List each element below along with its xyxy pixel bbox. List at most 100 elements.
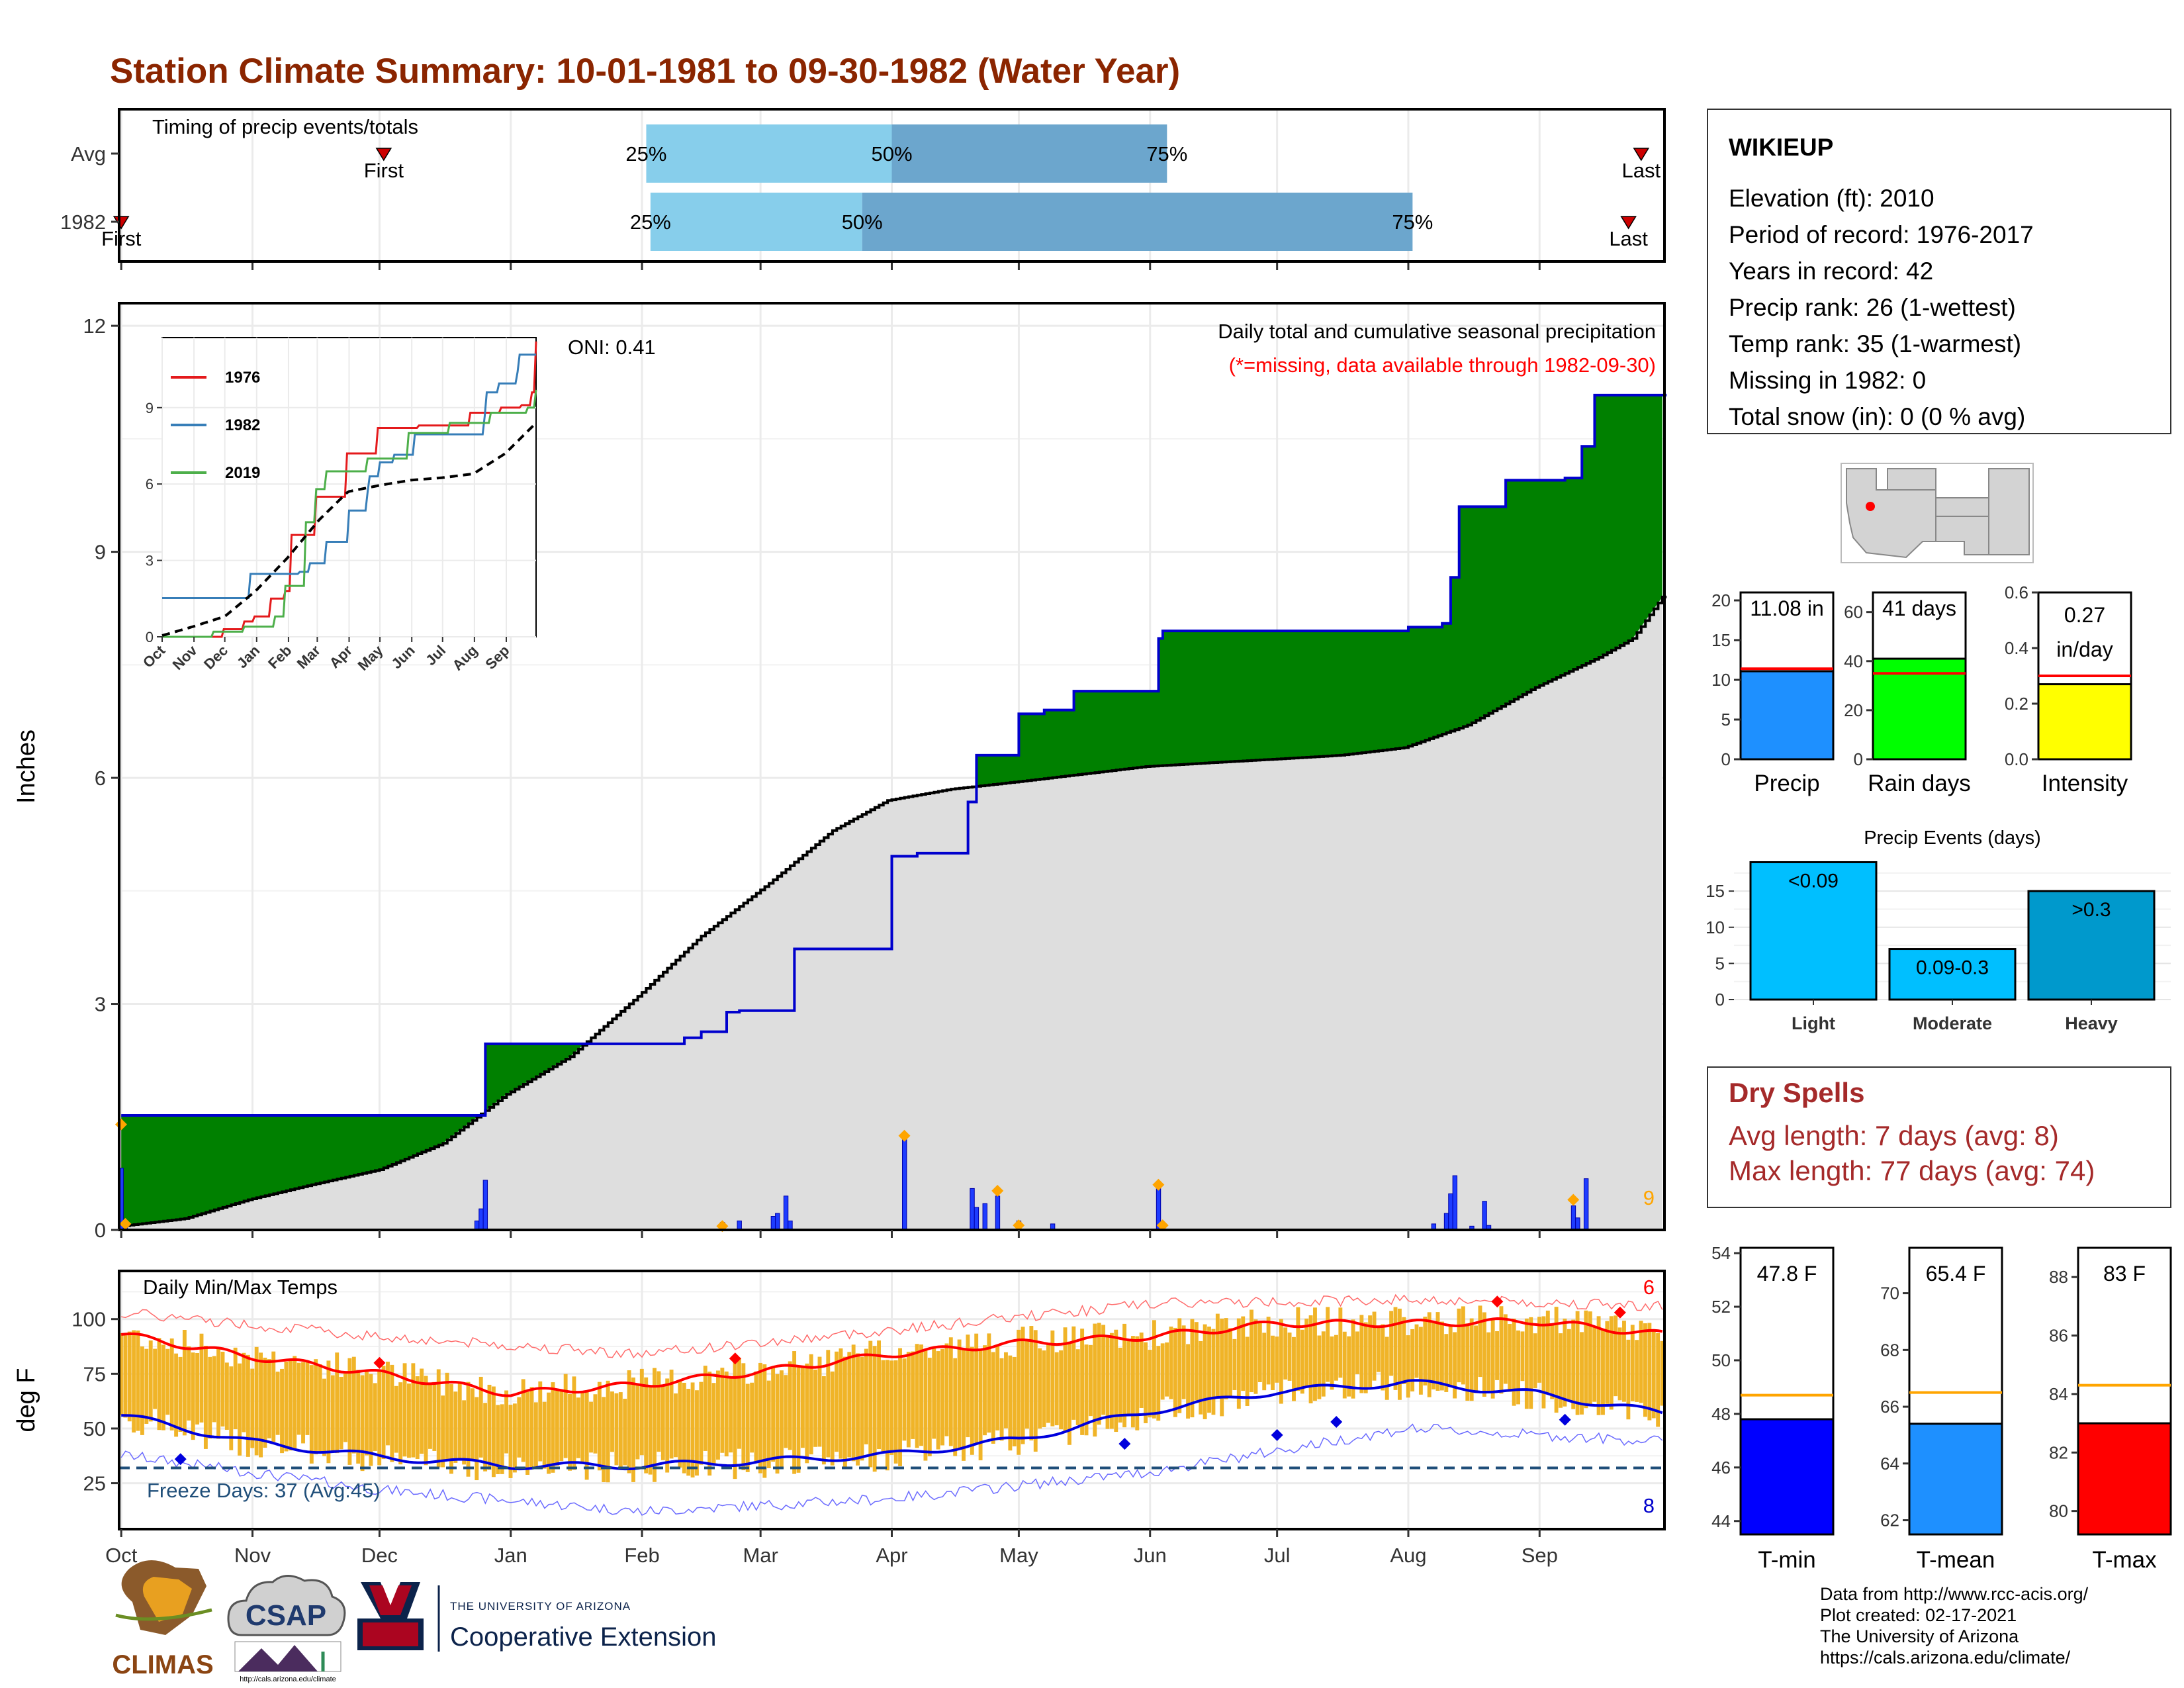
daily-temp-bar bbox=[1453, 1332, 1457, 1399]
daily-temp-bar bbox=[1122, 1323, 1127, 1428]
timing-label: Timing of precip events/totals bbox=[152, 115, 418, 138]
daily-temp-bar bbox=[1275, 1336, 1279, 1383]
month-label: Feb bbox=[624, 1544, 659, 1567]
temp-mini-tick-label: 44 bbox=[1711, 1511, 1731, 1531]
daily-temp-bar bbox=[927, 1358, 932, 1456]
daily-temp-bar bbox=[529, 1387, 534, 1470]
daily-temp-bar bbox=[999, 1358, 1004, 1441]
daily-temp-bar bbox=[517, 1397, 522, 1458]
daily-temp-bar bbox=[842, 1356, 847, 1469]
daily-temp-bar bbox=[1181, 1325, 1186, 1399]
coop-extension-text: Cooperative Extension bbox=[450, 1622, 716, 1652]
daily-temp-bar bbox=[572, 1376, 576, 1470]
daily-temp-bar bbox=[720, 1368, 725, 1453]
daily-temp-bar bbox=[275, 1372, 280, 1435]
daily-temp-bar bbox=[1109, 1333, 1114, 1429]
footer-line: https://cals.arizona.edu/climate/ bbox=[1820, 1648, 2071, 1667]
daily-temp-bar bbox=[1241, 1316, 1246, 1391]
daily-temp-bar bbox=[1342, 1331, 1347, 1399]
daily-temp-bar bbox=[521, 1379, 525, 1462]
events-category-label: Moderate bbox=[1913, 1013, 1992, 1033]
timing-bar-upper bbox=[891, 124, 1167, 183]
daily-temp-bar bbox=[872, 1346, 877, 1472]
daily-temp-bar bbox=[1038, 1348, 1042, 1429]
station-info-line: Years in record: 42 bbox=[1729, 258, 1933, 285]
daily-temp-bar bbox=[314, 1359, 318, 1455]
record-high-marker bbox=[373, 1356, 386, 1369]
daily-temp-bar bbox=[195, 1352, 200, 1425]
daily-temp-bar bbox=[631, 1377, 635, 1482]
daily-temp-bar bbox=[1330, 1336, 1334, 1390]
daily-temp-bar bbox=[906, 1352, 911, 1448]
daily-temp-bar bbox=[148, 1340, 153, 1422]
daily-temp-bar bbox=[940, 1348, 944, 1446]
events-category-label: Light bbox=[1792, 1013, 1835, 1033]
daily-temp-bar bbox=[309, 1365, 314, 1464]
daily-temp-bar bbox=[978, 1349, 983, 1461]
month-label: Mar bbox=[743, 1544, 778, 1567]
daily-temp-bar bbox=[1088, 1344, 1093, 1417]
daily-temp-bar bbox=[1550, 1324, 1555, 1399]
daily-temp-bar bbox=[1029, 1326, 1034, 1441]
daily-temp-bar bbox=[1651, 1330, 1656, 1419]
precip-note: Daily total and cumulative seasonal prec… bbox=[1218, 320, 1656, 343]
timing-p75-label: 75% bbox=[1146, 142, 1187, 165]
daily-temp-bar bbox=[267, 1359, 271, 1438]
dry-spells-avg: Avg length: 7 days (avg: 8) bbox=[1729, 1120, 2059, 1151]
mini-chart-tick-label: 10 bbox=[1711, 670, 1731, 690]
daily-temp-bar bbox=[1537, 1317, 1541, 1383]
daily-temp-bar bbox=[1389, 1311, 1394, 1376]
daily-precip-bar bbox=[974, 1207, 979, 1231]
daily-temp-bar bbox=[187, 1346, 191, 1421]
temp-mini-bar bbox=[1908, 1423, 2003, 1536]
ua-small-text: THE UNIVERSITY OF ARIZONA bbox=[450, 1600, 631, 1613]
daily-temp-bar bbox=[424, 1376, 428, 1466]
daily-temp-bar bbox=[1381, 1324, 1385, 1391]
mini-chart-tick-label: 0 bbox=[1721, 749, 1731, 769]
locator-map bbox=[1841, 463, 2034, 563]
timing-p25-label: 25% bbox=[630, 211, 671, 234]
events-y-tick-label: 0 bbox=[1715, 990, 1725, 1009]
daily-temp-bar bbox=[1144, 1342, 1148, 1424]
smoothed-max-line bbox=[121, 1317, 1663, 1397]
daily-temp-bar bbox=[365, 1372, 369, 1456]
daily-temp-bar bbox=[970, 1346, 974, 1455]
daily-temp-bar bbox=[1630, 1325, 1635, 1401]
daily-temp-bar bbox=[238, 1363, 242, 1456]
timing-row-1982-label: 1982 bbox=[60, 211, 106, 234]
daily-temp-bar bbox=[1584, 1310, 1588, 1409]
precip-average-line bbox=[121, 595, 1667, 1228]
station-info-box: WIKIEUP Elevation (ft): 2010 Period of re… bbox=[1707, 109, 2171, 434]
mini-chart-tick-label: 5 bbox=[1721, 710, 1731, 729]
daily-temp-bar bbox=[547, 1392, 551, 1474]
daily-temp-bar bbox=[1338, 1307, 1343, 1378]
daily-temp-bar bbox=[898, 1348, 902, 1466]
daily-temp-bar bbox=[1300, 1329, 1304, 1394]
daily-temp-bar bbox=[729, 1376, 733, 1453]
dry-spells-box: Dry Spells Avg length: 7 days (avg: 8) M… bbox=[1707, 1066, 2171, 1208]
daily-temp-bar bbox=[563, 1374, 568, 1458]
daily-temp-bar bbox=[326, 1360, 331, 1464]
daily-temp-bar bbox=[216, 1346, 221, 1439]
last-event-marker bbox=[1633, 148, 1650, 162]
daily-temp-bar bbox=[893, 1360, 898, 1464]
daily-temp-bar bbox=[1414, 1324, 1419, 1378]
daily-temp-bar bbox=[1656, 1333, 1661, 1427]
daily-temp-bar bbox=[1326, 1307, 1330, 1382]
mini-chart-tick-label: 15 bbox=[1711, 630, 1731, 650]
daily-temp-bar bbox=[1372, 1311, 1377, 1381]
precip-y-tick-label: 12 bbox=[83, 314, 106, 338]
daily-temp-bar bbox=[1622, 1321, 1626, 1402]
daily-temp-bar bbox=[1643, 1323, 1647, 1417]
daily-temp-bar bbox=[1520, 1331, 1525, 1382]
daily-temp-bar bbox=[491, 1386, 496, 1477]
temp-mini-tick-label: 64 bbox=[1880, 1454, 1899, 1474]
daily-temp-bar bbox=[402, 1363, 407, 1457]
daily-temp-bar bbox=[1334, 1335, 1338, 1381]
daily-temp-bar bbox=[1228, 1328, 1232, 1396]
daily-temp-bar bbox=[1444, 1334, 1449, 1392]
daily-temp-bar bbox=[881, 1360, 886, 1454]
temp-mini-label: T-min bbox=[1758, 1547, 1816, 1573]
temp-panel: 25 50 75 100 Oct Nov Dec Jan Feb Mar Apr May Jun Jul… bbox=[13, 1270, 1666, 1567]
daily-temp-bar bbox=[1317, 1335, 1322, 1399]
